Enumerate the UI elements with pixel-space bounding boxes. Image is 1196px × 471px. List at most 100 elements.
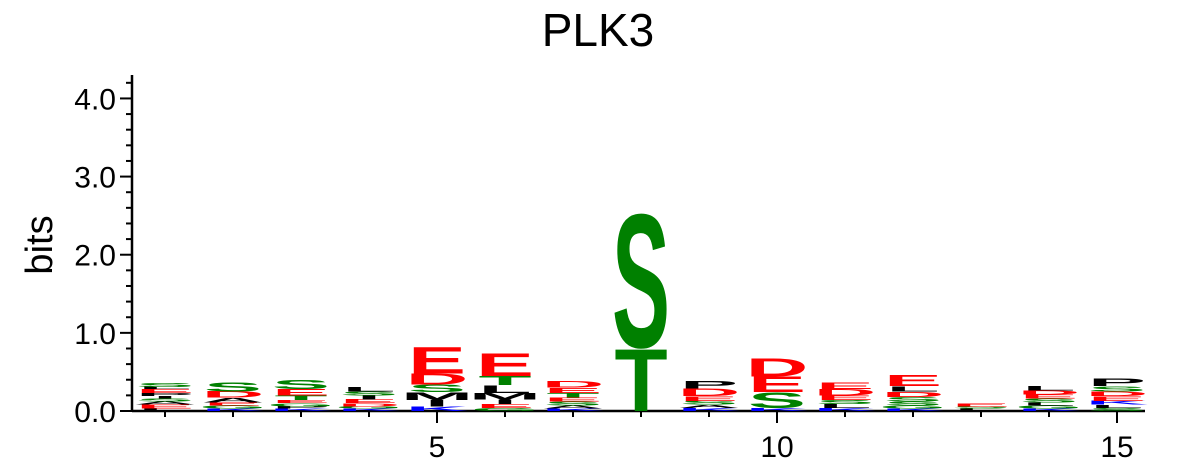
logo-letter-M: M bbox=[401, 390, 473, 402]
logo-letter-E: E bbox=[272, 399, 330, 404]
logo-stacks: LEASIPELSKGEADSKPGETESKGDEISLKIMSDEGEIML… bbox=[134, 176, 1149, 431]
logo-stack-position-8: TS bbox=[612, 176, 670, 431]
logo-letter-D: D bbox=[338, 402, 401, 407]
logo-letter-K: K bbox=[202, 408, 265, 412]
logo-letter-S: S bbox=[884, 401, 942, 407]
logo-letter-G: G bbox=[267, 402, 335, 407]
logo-letter-S: S bbox=[544, 401, 602, 407]
logo-letter-A: A bbox=[678, 404, 741, 409]
logo-letter-I: I bbox=[493, 398, 517, 405]
logo-letter-L: L bbox=[1090, 404, 1143, 409]
logo-letter-E: E bbox=[136, 404, 194, 410]
logo-letter-S: S bbox=[748, 389, 806, 413]
logo-letter-D: D bbox=[542, 380, 605, 390]
logo-letter-E: E bbox=[544, 397, 602, 403]
logo-letter-E: E bbox=[748, 373, 806, 397]
logo-letter-L: L bbox=[886, 385, 939, 394]
logo-letter-D: D bbox=[202, 390, 265, 400]
logo-letter-E: E bbox=[476, 403, 534, 409]
logo-letter-K: K bbox=[270, 408, 333, 412]
logo-letter-P: P bbox=[136, 392, 194, 397]
logo-letter-G: G bbox=[199, 405, 267, 410]
logo-stack-position-13: LSE bbox=[952, 402, 1010, 411]
y-tick-label: 0.0 bbox=[74, 396, 116, 429]
logo-letter-I: I bbox=[357, 394, 381, 400]
logo-letter-L: L bbox=[1022, 402, 1075, 407]
logo-letter-P: P bbox=[272, 406, 330, 410]
logo-letter-E: E bbox=[544, 386, 602, 395]
logo-letter-L: L bbox=[1022, 385, 1075, 392]
logo-letter-E: E bbox=[884, 373, 942, 390]
logo-letter-D: D bbox=[1018, 390, 1081, 396]
logo-letter-S: S bbox=[408, 383, 466, 395]
logo-letter-D: D bbox=[678, 386, 741, 398]
logo-letter-L: L bbox=[138, 408, 191, 412]
logo-letter-T: T bbox=[614, 330, 667, 430]
logo-letter-T: T bbox=[274, 394, 327, 401]
logo-letter-S: S bbox=[340, 390, 398, 396]
logo-letter-E: E bbox=[1020, 394, 1078, 400]
logo-letter-T: T bbox=[546, 392, 599, 399]
logo-letter-G: G bbox=[471, 407, 539, 412]
logo-letter-K: K bbox=[338, 408, 401, 412]
logo-letter-D: D bbox=[406, 371, 469, 388]
logo-letter-S: S bbox=[204, 380, 262, 395]
x-tick-label: 15 bbox=[1100, 431, 1133, 464]
logo-letter-K: K bbox=[1018, 408, 1081, 412]
logo-letter-E: E bbox=[136, 388, 194, 394]
logo-letter-A: A bbox=[134, 401, 197, 406]
logo-letter-G: G bbox=[879, 405, 947, 410]
logo-letter-K: K bbox=[882, 408, 945, 412]
logo-letter-K: K bbox=[746, 407, 809, 412]
chart-title: PLK3 bbox=[542, 4, 655, 56]
logo-letter-K: K bbox=[406, 405, 469, 412]
x-axis: 5 10 15 bbox=[132, 409, 1145, 464]
logo-letter-K: K bbox=[1086, 400, 1149, 406]
logo-letter-D: D bbox=[882, 390, 945, 399]
logo-letter-I: I bbox=[425, 399, 449, 409]
logo-letter-S: S bbox=[1088, 385, 1146, 394]
logo-letter-S: S bbox=[136, 382, 194, 388]
logo-letter-S: S bbox=[136, 398, 194, 403]
logo-letter-E: E bbox=[204, 402, 262, 407]
logo-letter-E: E bbox=[272, 388, 330, 398]
logo-letter-K: K bbox=[814, 407, 877, 412]
y-tick-label: 2.0 bbox=[74, 240, 116, 273]
logo-letter-A: A bbox=[202, 397, 265, 404]
logo-letter-K: K bbox=[542, 408, 605, 412]
y-axis: 0.0 1.0 2.0 3.0 4.0 bbox=[74, 75, 134, 429]
logo-letter-E: E bbox=[408, 339, 466, 382]
logo-letter-L: L bbox=[342, 386, 395, 393]
y-tick-label: 1.0 bbox=[74, 318, 116, 351]
logo-letter-D: D bbox=[746, 353, 809, 382]
logo-letter-E: E bbox=[680, 395, 738, 402]
logo-letter-P: P bbox=[680, 379, 738, 391]
logo-letter-E: E bbox=[816, 381, 874, 391]
logo-letter-D: D bbox=[1086, 390, 1149, 397]
logo-letter-P: P bbox=[1088, 376, 1146, 388]
logo-letter-S: S bbox=[1088, 407, 1146, 412]
logo-letter-E: E bbox=[1088, 395, 1146, 402]
y-tick-label: 3.0 bbox=[74, 162, 116, 195]
logo-letter-M: M bbox=[469, 392, 541, 402]
logo-letter-L: L bbox=[478, 383, 531, 395]
logo-letter-S: S bbox=[816, 399, 874, 405]
logo-letter-S: S bbox=[272, 378, 330, 393]
logo-letter-G: G bbox=[1015, 405, 1083, 410]
logo-letter-L: L bbox=[138, 386, 191, 390]
logo-letter-T: T bbox=[478, 374, 531, 389]
logo-letter-E: E bbox=[340, 398, 398, 404]
logo-letter-L: L bbox=[954, 408, 1007, 412]
logo-letter-G: G bbox=[335, 406, 403, 410]
